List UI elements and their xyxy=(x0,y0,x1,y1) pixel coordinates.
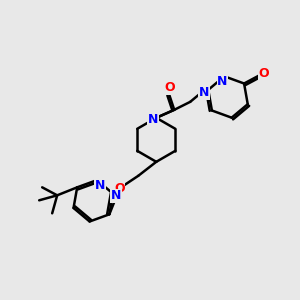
Text: O: O xyxy=(114,182,124,195)
Text: O: O xyxy=(164,81,175,94)
Text: N: N xyxy=(217,75,227,88)
Text: N: N xyxy=(148,113,158,126)
Text: O: O xyxy=(259,67,269,80)
Text: N: N xyxy=(111,189,121,202)
Text: N: N xyxy=(95,178,105,192)
Text: N: N xyxy=(199,86,209,99)
